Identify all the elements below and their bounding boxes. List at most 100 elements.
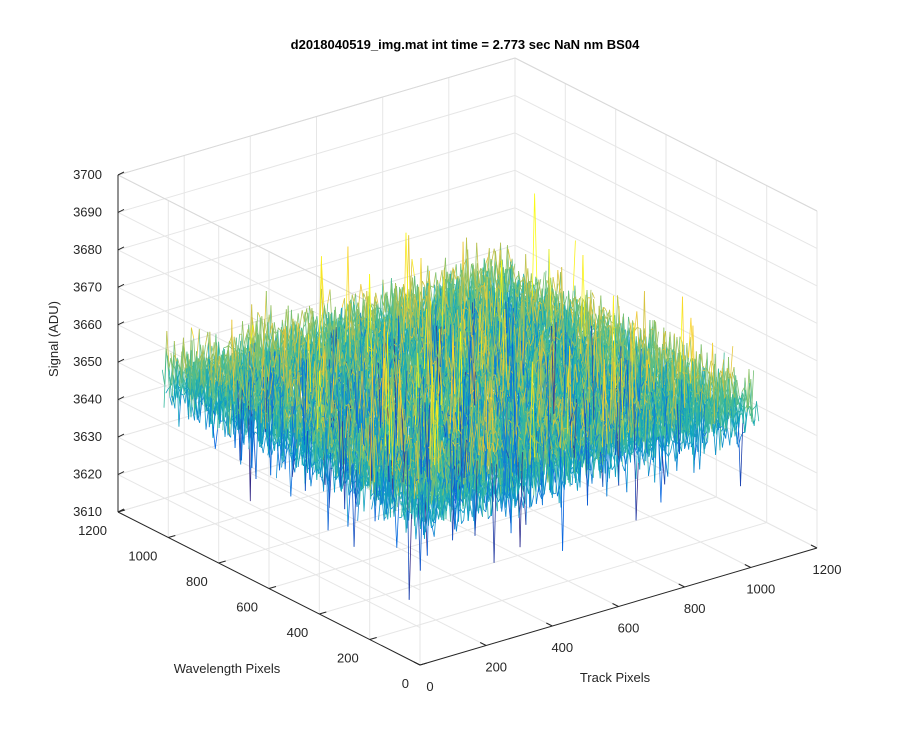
- z-tick: [117, 171, 125, 176]
- x-tick: [810, 544, 818, 549]
- z-tick: [117, 396, 125, 401]
- x-tick-label: 800: [684, 601, 706, 616]
- surface-trace: [355, 433, 453, 541]
- x-tick-label: 200: [485, 660, 507, 675]
- surface-trace: [347, 246, 591, 423]
- y-tick: [319, 611, 327, 615]
- surface-trace: [354, 382, 358, 424]
- surface-trace: [470, 332, 474, 395]
- surface-trace: [580, 254, 584, 354]
- surface-trace: [235, 337, 239, 379]
- surface-trace: [291, 332, 664, 556]
- surface-trace: [548, 249, 552, 323]
- surface-trace: [366, 331, 580, 518]
- surface-trace: [440, 285, 583, 455]
- surface-trace: [367, 289, 650, 452]
- surface-trace: [345, 246, 456, 414]
- surface-trace: [303, 359, 307, 445]
- surface-trace: [631, 323, 635, 377]
- x-tick-label: 400: [551, 640, 573, 655]
- z-tick: [117, 246, 125, 251]
- surface-trace: [396, 317, 692, 446]
- surface-trace: [662, 380, 728, 412]
- surface-trace: [317, 306, 677, 452]
- surface-trace: [486, 371, 635, 466]
- surface-trace: [519, 452, 523, 548]
- surface-trace: [212, 320, 694, 473]
- surface-trace: [332, 307, 705, 510]
- surface-trace: [384, 321, 456, 408]
- surface-trace: [429, 366, 433, 460]
- grid-line: [514, 207, 818, 362]
- surface-trace: [459, 269, 463, 295]
- grid-line: [514, 132, 818, 287]
- surface-trace: [455, 275, 725, 443]
- z-axis-label: Signal (ADU): [46, 301, 61, 377]
- surface-trace: [338, 325, 595, 487]
- surface-trace: [467, 340, 471, 463]
- surface-trace: [345, 410, 349, 438]
- surface-trace: [459, 396, 508, 486]
- x-tick-label: 1000: [746, 582, 775, 597]
- surface-trace: [474, 460, 478, 536]
- surface-trace: [276, 442, 697, 548]
- y-tick: [369, 637, 377, 640]
- surface-trace: [465, 416, 469, 428]
- surface-trace: [253, 431, 257, 480]
- y-tick-label: 0: [402, 676, 409, 691]
- surface-trace: [551, 325, 555, 414]
- grid-line: [514, 94, 818, 249]
- surface-trace: [400, 390, 404, 419]
- surface-trace: [241, 307, 514, 480]
- surface-trace: [214, 276, 654, 463]
- surface-trace: [344, 428, 656, 483]
- surface-trace: [566, 308, 574, 393]
- surface-trace: [546, 356, 550, 467]
- y-tick-label: 400: [287, 625, 309, 640]
- surface-trace: [553, 322, 557, 414]
- grid-line: [514, 169, 818, 324]
- surface-trace: [345, 284, 725, 457]
- surface-trace: [412, 292, 686, 475]
- surface-trace: [319, 235, 586, 416]
- z-tick-label: 3640: [73, 392, 102, 407]
- y-tick: [168, 535, 176, 538]
- surface-trace: [456, 267, 594, 367]
- surface-trace: [308, 328, 441, 430]
- z-tick: [117, 433, 125, 438]
- surface-trace: [381, 269, 561, 406]
- z-tick: [117, 321, 125, 326]
- surface-trace: [347, 378, 465, 527]
- surface-trace: [284, 296, 534, 394]
- x-tick-label: 1200: [813, 562, 842, 577]
- surface-trace: [508, 500, 512, 524]
- surface-trace: [287, 301, 646, 420]
- surface-trace: [443, 424, 447, 438]
- grid-line: [514, 244, 818, 399]
- y-tick-label: 1000: [128, 549, 157, 564]
- surface-trace: [415, 446, 534, 482]
- grid-line: [319, 496, 717, 615]
- z-tick-label: 3650: [73, 354, 102, 369]
- surface-trace: [291, 458, 295, 478]
- y-tick: [268, 586, 277, 589]
- x-tick-label: 0: [426, 679, 433, 694]
- surface-trace: [440, 363, 670, 430]
- surface-trace: [330, 301, 622, 456]
- grid-line: [117, 132, 516, 251]
- surface-trace: [366, 416, 370, 462]
- z-tick-label: 3660: [73, 317, 102, 332]
- surface-trace: [544, 419, 548, 437]
- z-tick: [117, 471, 125, 476]
- surface-trace: [237, 380, 241, 461]
- surface-trace: [426, 405, 509, 477]
- y-tick-label: 200: [337, 651, 359, 666]
- surface-trace: [417, 346, 680, 571]
- surface-trace: [369, 273, 427, 370]
- surface-trace: [451, 291, 555, 445]
- axes-frame: [117, 171, 818, 666]
- surface-trace: [270, 390, 274, 476]
- surface-trace: [392, 409, 396, 500]
- surface-trace: [391, 388, 394, 412]
- surface-trace: [233, 350, 237, 379]
